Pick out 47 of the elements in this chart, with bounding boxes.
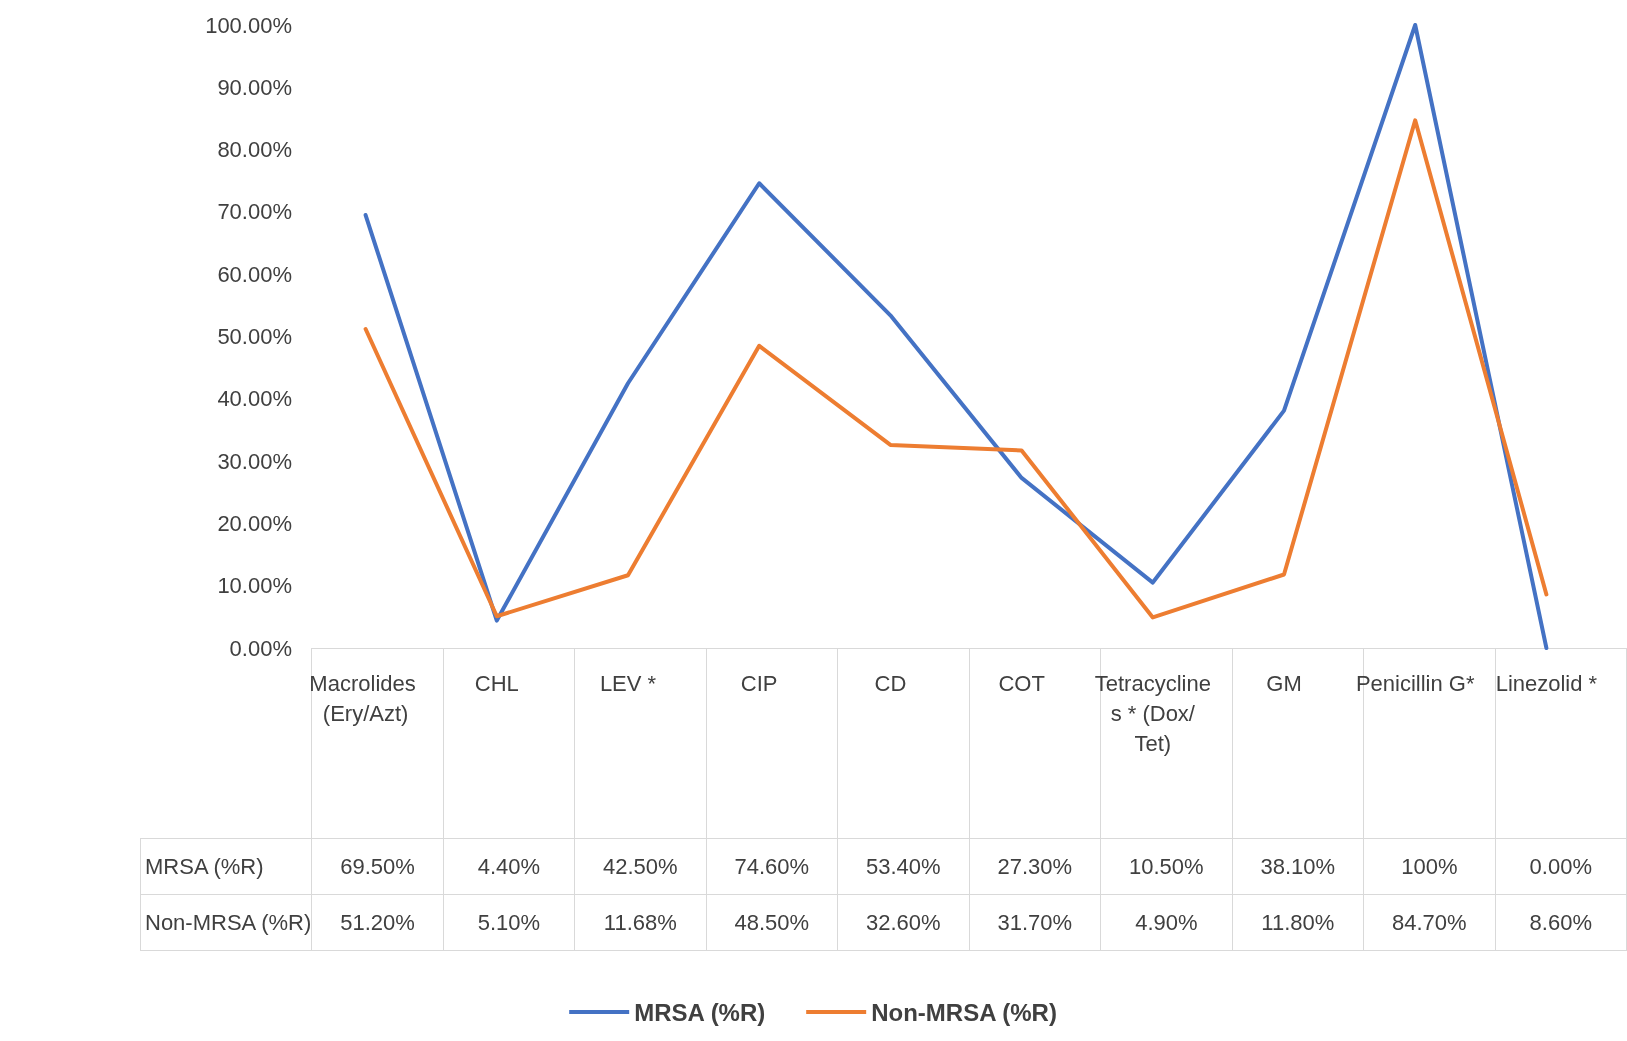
x-tick-label: GM [1266, 670, 1302, 696]
y-tick-label: 60.00% [217, 261, 292, 287]
x-tick-label: Linezolid * [1495, 670, 1598, 696]
data-label: 84.70% [1363, 894, 1496, 951]
x-tick-label: Macrolides (Ery/Azt) [309, 670, 422, 726]
data-label: 27.30% [969, 838, 1101, 895]
text: Non-MRSA (%R) [145, 909, 312, 935]
data-label: 4.40% [443, 838, 575, 895]
legend-label: MRSA (%R) [634, 998, 766, 1026]
x-tick-label: CIP [740, 670, 778, 696]
legend-label: Non-MRSA (%R) [871, 998, 1057, 1026]
data-label: 32.60% [837, 894, 970, 951]
y-tick-label: 20.00% [217, 510, 292, 536]
data-label: 11.80% [1232, 894, 1364, 951]
data-label: 100% [1363, 838, 1496, 895]
data-label: 69.50% [311, 838, 444, 895]
x-tick-label: Tetracyclines * (Dox/Tet) [1094, 670, 1211, 756]
data-label: 10.50% [1100, 838, 1233, 895]
x-tick-label: Penicillin G* [1355, 670, 1475, 696]
data-label: 48.50% [706, 894, 838, 951]
data-label: 11.68% [574, 894, 707, 951]
y-tick-label: 40.00% [217, 386, 292, 412]
y-tick-label: 50.00% [217, 324, 292, 349]
y-tick-label: 10.00% [217, 573, 292, 599]
data-label: 74.60% [706, 838, 838, 895]
data-label: 8.60% [1495, 894, 1627, 951]
line-series [363, 118, 1549, 620]
x-tick-label: CHL [474, 670, 519, 696]
data-label: 42.50% [574, 838, 707, 895]
y-tick-label: 90.00% [217, 74, 292, 100]
data-label: 51.20% [311, 894, 444, 951]
data-label: 38.10% [1232, 838, 1364, 895]
y-tick-label: 80.00% [217, 137, 292, 163]
data-label: 31.70% [969, 894, 1101, 951]
x-tick-label: CD [874, 670, 907, 696]
x-tick-label: LEV * [599, 670, 657, 696]
data-label: 0.00% [1495, 838, 1627, 895]
x-tick-label: COT [998, 670, 1045, 696]
data-label: 5.10% [443, 894, 575, 951]
y-tick-label: 100.00% [205, 12, 292, 38]
data-label: 4.90% [1100, 894, 1233, 951]
text: MRSA (%R) [145, 853, 264, 879]
y-tick-label: 70.00% [217, 199, 292, 225]
line-series [363, 23, 1549, 650]
data-label: 53.40% [837, 838, 970, 895]
y-tick-label: 30.00% [217, 448, 292, 474]
y-tick-label: 0.00% [229, 635, 292, 661]
